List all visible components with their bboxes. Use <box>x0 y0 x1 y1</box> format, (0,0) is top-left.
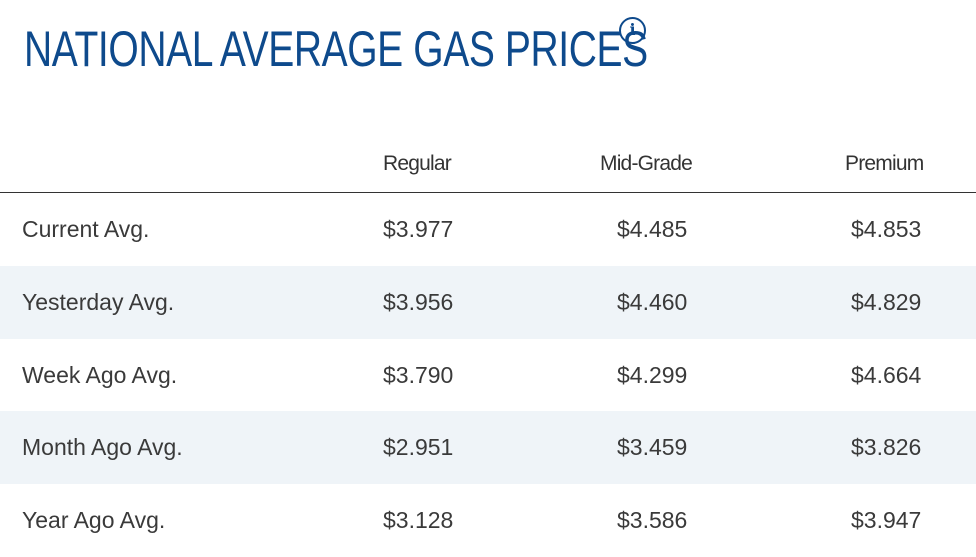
column-header-regular: Regular <box>383 152 452 175</box>
table-row-week-ago: Week Ago Avg. $3.790 $4.299 $4.664 <box>0 339 976 412</box>
premium-price: $4.853 <box>851 216 922 242</box>
page-title: NATIONAL AVERAGE GAS PRICES <box>24 21 648 77</box>
premium-price: $4.664 <box>851 362 922 388</box>
regular-price: $3.128 <box>383 507 454 533</box>
premium-price: $3.826 <box>851 434 922 460</box>
premium-price: $3.947 <box>851 507 922 533</box>
table-row-year-ago: Year Ago Avg. $3.128 $3.586 $3.947 <box>0 484 976 557</box>
column-header-mid-grade: Mid-Grade <box>600 152 693 175</box>
mid-grade-price: $4.299 <box>617 362 688 388</box>
regular-price: $3.977 <box>383 216 454 242</box>
table-header: Regular Mid-Grade Premium <box>0 140 976 193</box>
info-icon[interactable]: i <box>619 17 646 44</box>
mid-grade-price: $3.586 <box>617 507 688 533</box>
table-row-month-ago: Month Ago Avg. $2.951 $3.459 $3.826 <box>0 411 976 484</box>
mid-grade-price: $4.460 <box>617 289 688 315</box>
regular-price: $2.951 <box>383 434 454 460</box>
premium-price: $4.829 <box>851 289 922 315</box>
row-label: Year Ago Avg. <box>22 507 166 533</box>
table-row-yesterday: Yesterday Avg. $3.956 $4.460 $4.829 <box>0 266 976 339</box>
regular-price: $3.956 <box>383 289 454 315</box>
regular-price: $3.790 <box>383 362 454 388</box>
row-label: Week Ago Avg. <box>22 362 178 388</box>
mid-grade-price: $4.485 <box>617 216 688 242</box>
mid-grade-price: $3.459 <box>617 434 688 460</box>
column-header-premium: Premium <box>845 152 924 175</box>
table-row-current: Current Avg. $3.977 $4.485 $4.853 <box>0 193 976 266</box>
row-label: Month Ago Avg. <box>22 434 183 460</box>
row-label: Current Avg. <box>22 216 150 242</box>
row-label: Yesterday Avg. <box>22 289 175 315</box>
